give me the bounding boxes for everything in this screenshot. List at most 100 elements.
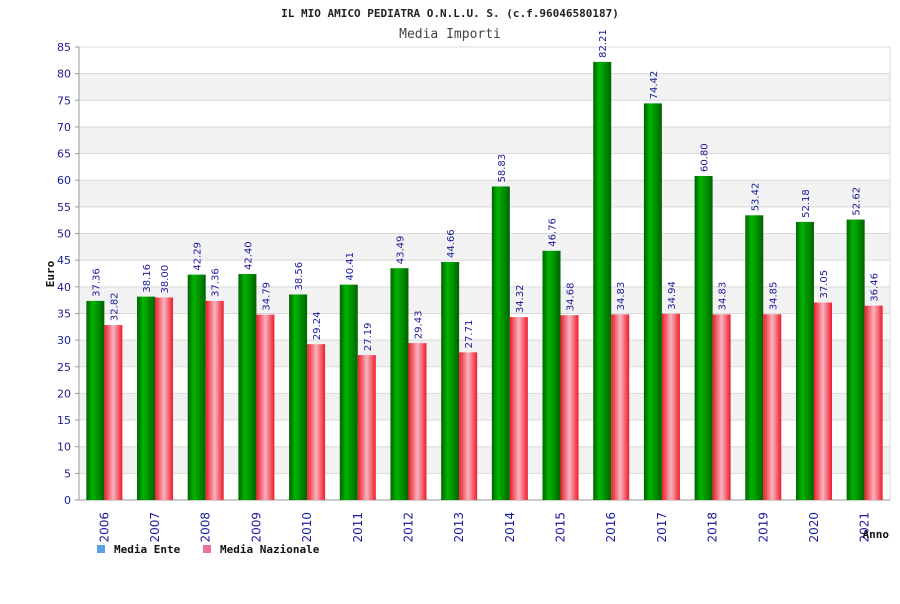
bar-nazionale — [813, 302, 832, 500]
y-tick-label: 70 — [57, 121, 71, 134]
x-tick-label: 2006 — [97, 512, 111, 543]
bar-nazionale — [357, 355, 376, 500]
y-tick-label: 15 — [57, 414, 71, 427]
data-label-nazionale: 34.83 — [718, 282, 729, 311]
bar-ente — [593, 61, 612, 501]
x-tick-label: 2020 — [807, 512, 821, 543]
bar-ente — [339, 284, 358, 500]
bar-ente — [441, 261, 460, 500]
bar-nazionale — [459, 352, 478, 500]
bar-nazionale — [256, 314, 275, 500]
chart-title: IL MIO AMICO PEDIATRA O.N.L.U. S. (c.f.9… — [281, 7, 619, 20]
y-tick-label: 25 — [57, 361, 71, 374]
data-label-nazionale: 34.68 — [566, 283, 577, 312]
background-band — [79, 73, 890, 101]
bar-nazionale — [307, 344, 326, 500]
data-label-ente: 52.18 — [801, 189, 812, 218]
data-label-nazionale: 34.83 — [616, 282, 627, 311]
data-label-ente: 37.36 — [91, 268, 102, 297]
data-label-nazionale: 37.36 — [211, 268, 222, 297]
bar-nazionale — [712, 314, 731, 500]
data-label-nazionale: 34.94 — [667, 281, 678, 310]
bar-ente — [187, 274, 206, 500]
x-tick-label: 2016 — [604, 512, 618, 543]
x-tick-label: 2017 — [655, 512, 669, 543]
bar-nazionale — [661, 313, 680, 500]
x-tick-label: 2015 — [554, 512, 568, 543]
bar-ente — [137, 296, 156, 500]
background-band — [79, 180, 890, 207]
x-tick-label: 2013 — [452, 512, 466, 543]
y-axis-label: Euro — [44, 260, 57, 287]
bar-ente — [745, 215, 764, 500]
data-label-nazionale: 27.71 — [464, 320, 475, 349]
bar-nazionale — [104, 325, 123, 500]
bar-ente — [289, 294, 308, 500]
bar-nazionale — [560, 315, 579, 500]
data-labels: 37.36 32.82 38.16 38.00 42.29 37.36 42.40 34.79… — [91, 29, 880, 351]
y-tick-label: 80 — [57, 68, 71, 81]
y-tick-label: 20 — [57, 387, 71, 400]
x-tick-label: 2014 — [503, 512, 517, 543]
y-tick-label: 60 — [57, 174, 71, 187]
y-tick-label: 55 — [57, 201, 71, 214]
bar-nazionale — [611, 314, 630, 500]
y-tick-label: 85 — [57, 41, 71, 54]
legend-label-ente: Media Ente — [114, 543, 181, 556]
bars — [86, 61, 883, 501]
data-label-nazionale: 29.24 — [312, 312, 323, 341]
data-label-nazionale: 37.05 — [819, 270, 830, 299]
y-tick-label: 10 — [57, 441, 71, 454]
legend-swatch-nazionale — [203, 545, 211, 553]
bar-ente — [390, 268, 409, 500]
data-label-ente: 58.83 — [497, 154, 508, 183]
data-label-ente: 42.29 — [193, 242, 204, 271]
data-label-ente: 52.62 — [852, 187, 863, 216]
bar-nazionale — [509, 317, 528, 500]
bar-ente — [795, 221, 814, 500]
data-label-ente: 53.42 — [750, 183, 761, 212]
data-label-ente: 74.42 — [649, 71, 660, 100]
x-tick-label: 2008 — [199, 512, 213, 543]
chart-subtitle: Media Importi — [399, 27, 501, 42]
y-tick-label: 65 — [57, 148, 71, 161]
data-label-ente: 43.49 — [395, 236, 406, 265]
data-label-ente: 40.41 — [345, 252, 356, 281]
data-label-nazionale: 36.46 — [870, 273, 881, 302]
data-label-ente: 44.66 — [446, 229, 457, 258]
data-label-ente: 38.16 — [142, 264, 153, 293]
bar-nazionale — [155, 297, 174, 500]
y-tick-label: 75 — [57, 94, 71, 107]
data-label-nazionale: 27.19 — [363, 322, 374, 351]
y-tick-label: 35 — [57, 307, 71, 320]
data-label-nazionale: 34.85 — [768, 282, 779, 311]
bar-ente — [643, 103, 662, 500]
background-band — [79, 126, 890, 154]
legend: Media Ente Media Nazionale — [97, 543, 320, 556]
x-tick-label: 2009 — [249, 512, 263, 543]
x-tick-label: 2011 — [351, 512, 365, 543]
legend-label-nazionale: Media Nazionale — [220, 543, 320, 556]
x-tick-label: 2012 — [401, 512, 415, 543]
y-tick-label: 40 — [57, 281, 71, 294]
x-tick-label: 2019 — [756, 512, 770, 543]
x-axis-ticks: 2006 2007 2008 2009 2010 2011 2012 2013 2014 2015… — [97, 512, 871, 543]
bar-ente — [542, 250, 561, 500]
x-axis-label: Anno — [863, 528, 890, 541]
data-label-ente: 38.56 — [294, 262, 305, 291]
bar-nazionale — [763, 314, 782, 500]
data-label-nazionale: 29.43 — [413, 311, 424, 340]
bar-nazionale — [408, 343, 427, 500]
bar-ente — [491, 186, 510, 500]
bar-ente — [846, 219, 865, 501]
bar-ente — [694, 175, 713, 500]
y-tick-label: 45 — [57, 254, 71, 267]
x-tick-label: 2010 — [300, 512, 314, 543]
data-label-nazionale: 32.82 — [109, 292, 120, 321]
y-tick-label: 30 — [57, 334, 71, 347]
bar-nazionale — [864, 305, 883, 500]
data-label-ente: 82.21 — [598, 29, 609, 58]
data-label-ente: 46.76 — [548, 218, 559, 247]
y-tick-label: 50 — [57, 228, 71, 241]
